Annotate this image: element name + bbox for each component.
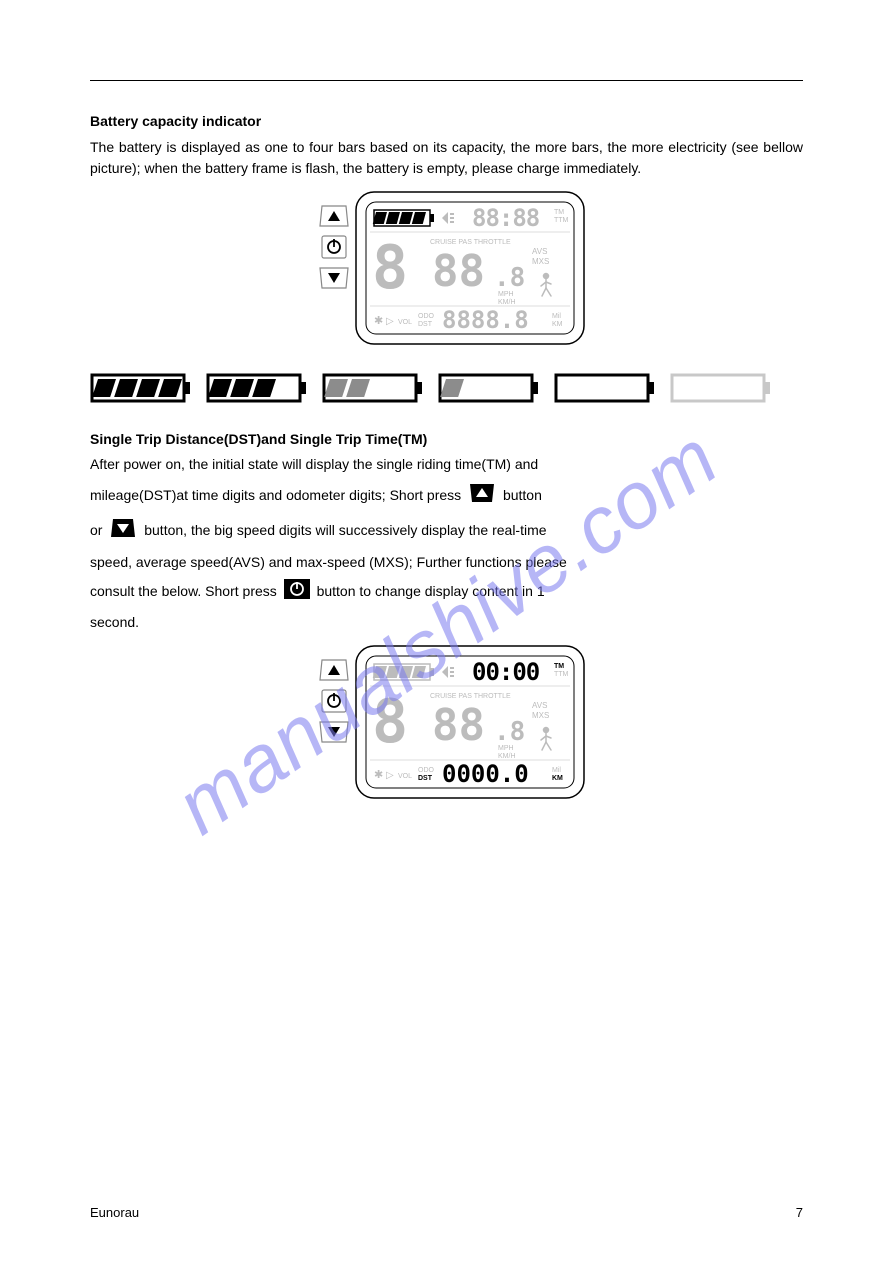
svg-text:▷: ▷	[386, 316, 394, 327]
svg-text:0000.0: 0000.0	[442, 760, 529, 788]
footer-right: 7	[796, 1203, 803, 1223]
power-button-icon	[284, 579, 310, 606]
svg-text:KM/H: KM/H	[498, 753, 516, 760]
svg-text:✱: ✱	[374, 315, 383, 327]
up-arrow-button-icon	[468, 482, 496, 511]
trip-line-5: consult the below. Short press button to…	[90, 579, 803, 606]
trip-line-1: After power on, the initial state will d…	[90, 454, 803, 476]
battery-section-intro: The battery is displayed as one to four …	[90, 137, 803, 180]
svg-text:MPH: MPH	[498, 745, 514, 752]
lcd-display-2: 00:00 TM TTM 8 CRUISE PAS THROTTLE 88 .8…	[90, 640, 803, 815]
svg-text:.8: .8	[494, 263, 525, 293]
svg-text:AVS: AVS	[532, 701, 547, 710]
svg-text:Mil: Mil	[552, 767, 561, 774]
svg-text:TTM: TTM	[554, 671, 569, 678]
battery-low-icon	[554, 371, 658, 405]
trip-text-2b: button, the big speed digits will succes…	[144, 522, 546, 538]
down-arrow-button-icon	[109, 517, 137, 546]
trip-text-1b: mileage(DST)at time digits and odometer …	[90, 487, 465, 503]
svg-text:MXS: MXS	[532, 257, 549, 266]
svg-text:TM: TM	[554, 209, 564, 216]
footer-left: Eunorau	[90, 1203, 139, 1223]
svg-text:88:88: 88:88	[472, 204, 539, 232]
svg-text:8: 8	[372, 233, 408, 303]
svg-text:CRUISE PAS THROTTLE: CRUISE PAS THROTTLE	[430, 239, 511, 246]
svg-text:KM/H: KM/H	[498, 299, 516, 306]
svg-text:VOL: VOL	[398, 773, 412, 780]
svg-text:KM: KM	[552, 321, 563, 328]
trip-text-1c: button	[503, 487, 542, 503]
svg-text:88: 88	[432, 700, 485, 751]
battery-full-icon	[90, 371, 194, 405]
svg-text:KM: KM	[552, 775, 563, 782]
battery-quarter-icon	[438, 371, 542, 405]
svg-text:8: 8	[372, 687, 408, 757]
svg-text:Mil: Mil	[552, 313, 561, 320]
battery-3q-icon	[206, 371, 310, 405]
svg-text:DST: DST	[418, 321, 433, 328]
trip-line-3: or button, the big speed digits will suc…	[90, 517, 803, 546]
svg-text:AVS: AVS	[532, 247, 547, 256]
svg-text:VOL: VOL	[398, 319, 412, 326]
trip-text-2a: or	[90, 522, 106, 538]
trip-section-title: Single Trip Distance(DST)and Single Trip…	[90, 429, 803, 451]
trip-text-4b: button to change display content in 1	[317, 583, 545, 599]
svg-text:✱: ✱	[374, 769, 383, 781]
svg-text:00:00: 00:00	[472, 658, 540, 686]
trip-text-4a: consult the below. Short press	[90, 583, 281, 599]
page-footer: Eunorau 7	[90, 1203, 803, 1223]
battery-empty-icon	[670, 371, 774, 405]
battery-states-row	[90, 371, 803, 405]
header-rule	[90, 80, 803, 81]
svg-text:TTM: TTM	[554, 217, 569, 224]
svg-text:88: 88	[432, 246, 485, 297]
svg-text:TM: TM	[554, 663, 564, 670]
svg-text:MXS: MXS	[532, 711, 549, 720]
svg-text:.8: .8	[494, 717, 525, 747]
trip-line-6: second.	[90, 612, 803, 634]
battery-half-icon	[322, 371, 426, 405]
svg-text:DST: DST	[418, 775, 433, 782]
svg-text:MPH: MPH	[498, 291, 514, 298]
svg-text:8888.8: 8888.8	[442, 306, 529, 334]
trip-line-2: mileage(DST)at time digits and odometer …	[90, 482, 803, 511]
lcd-display-1: 88:88 TM TTM 8 CRUISE PAS THROTTLE 88 .8…	[90, 186, 803, 361]
svg-text:▷: ▷	[386, 770, 394, 781]
svg-text:ODO: ODO	[418, 313, 435, 320]
trip-text-1a: After power on, the initial state will d…	[90, 456, 538, 472]
battery-section-title: Battery capacity indicator	[90, 111, 803, 133]
svg-text:CRUISE PAS THROTTLE: CRUISE PAS THROTTLE	[430, 693, 511, 700]
trip-line-4: speed, average speed(AVS) and max-speed …	[90, 552, 803, 574]
svg-text:ODO: ODO	[418, 767, 435, 774]
